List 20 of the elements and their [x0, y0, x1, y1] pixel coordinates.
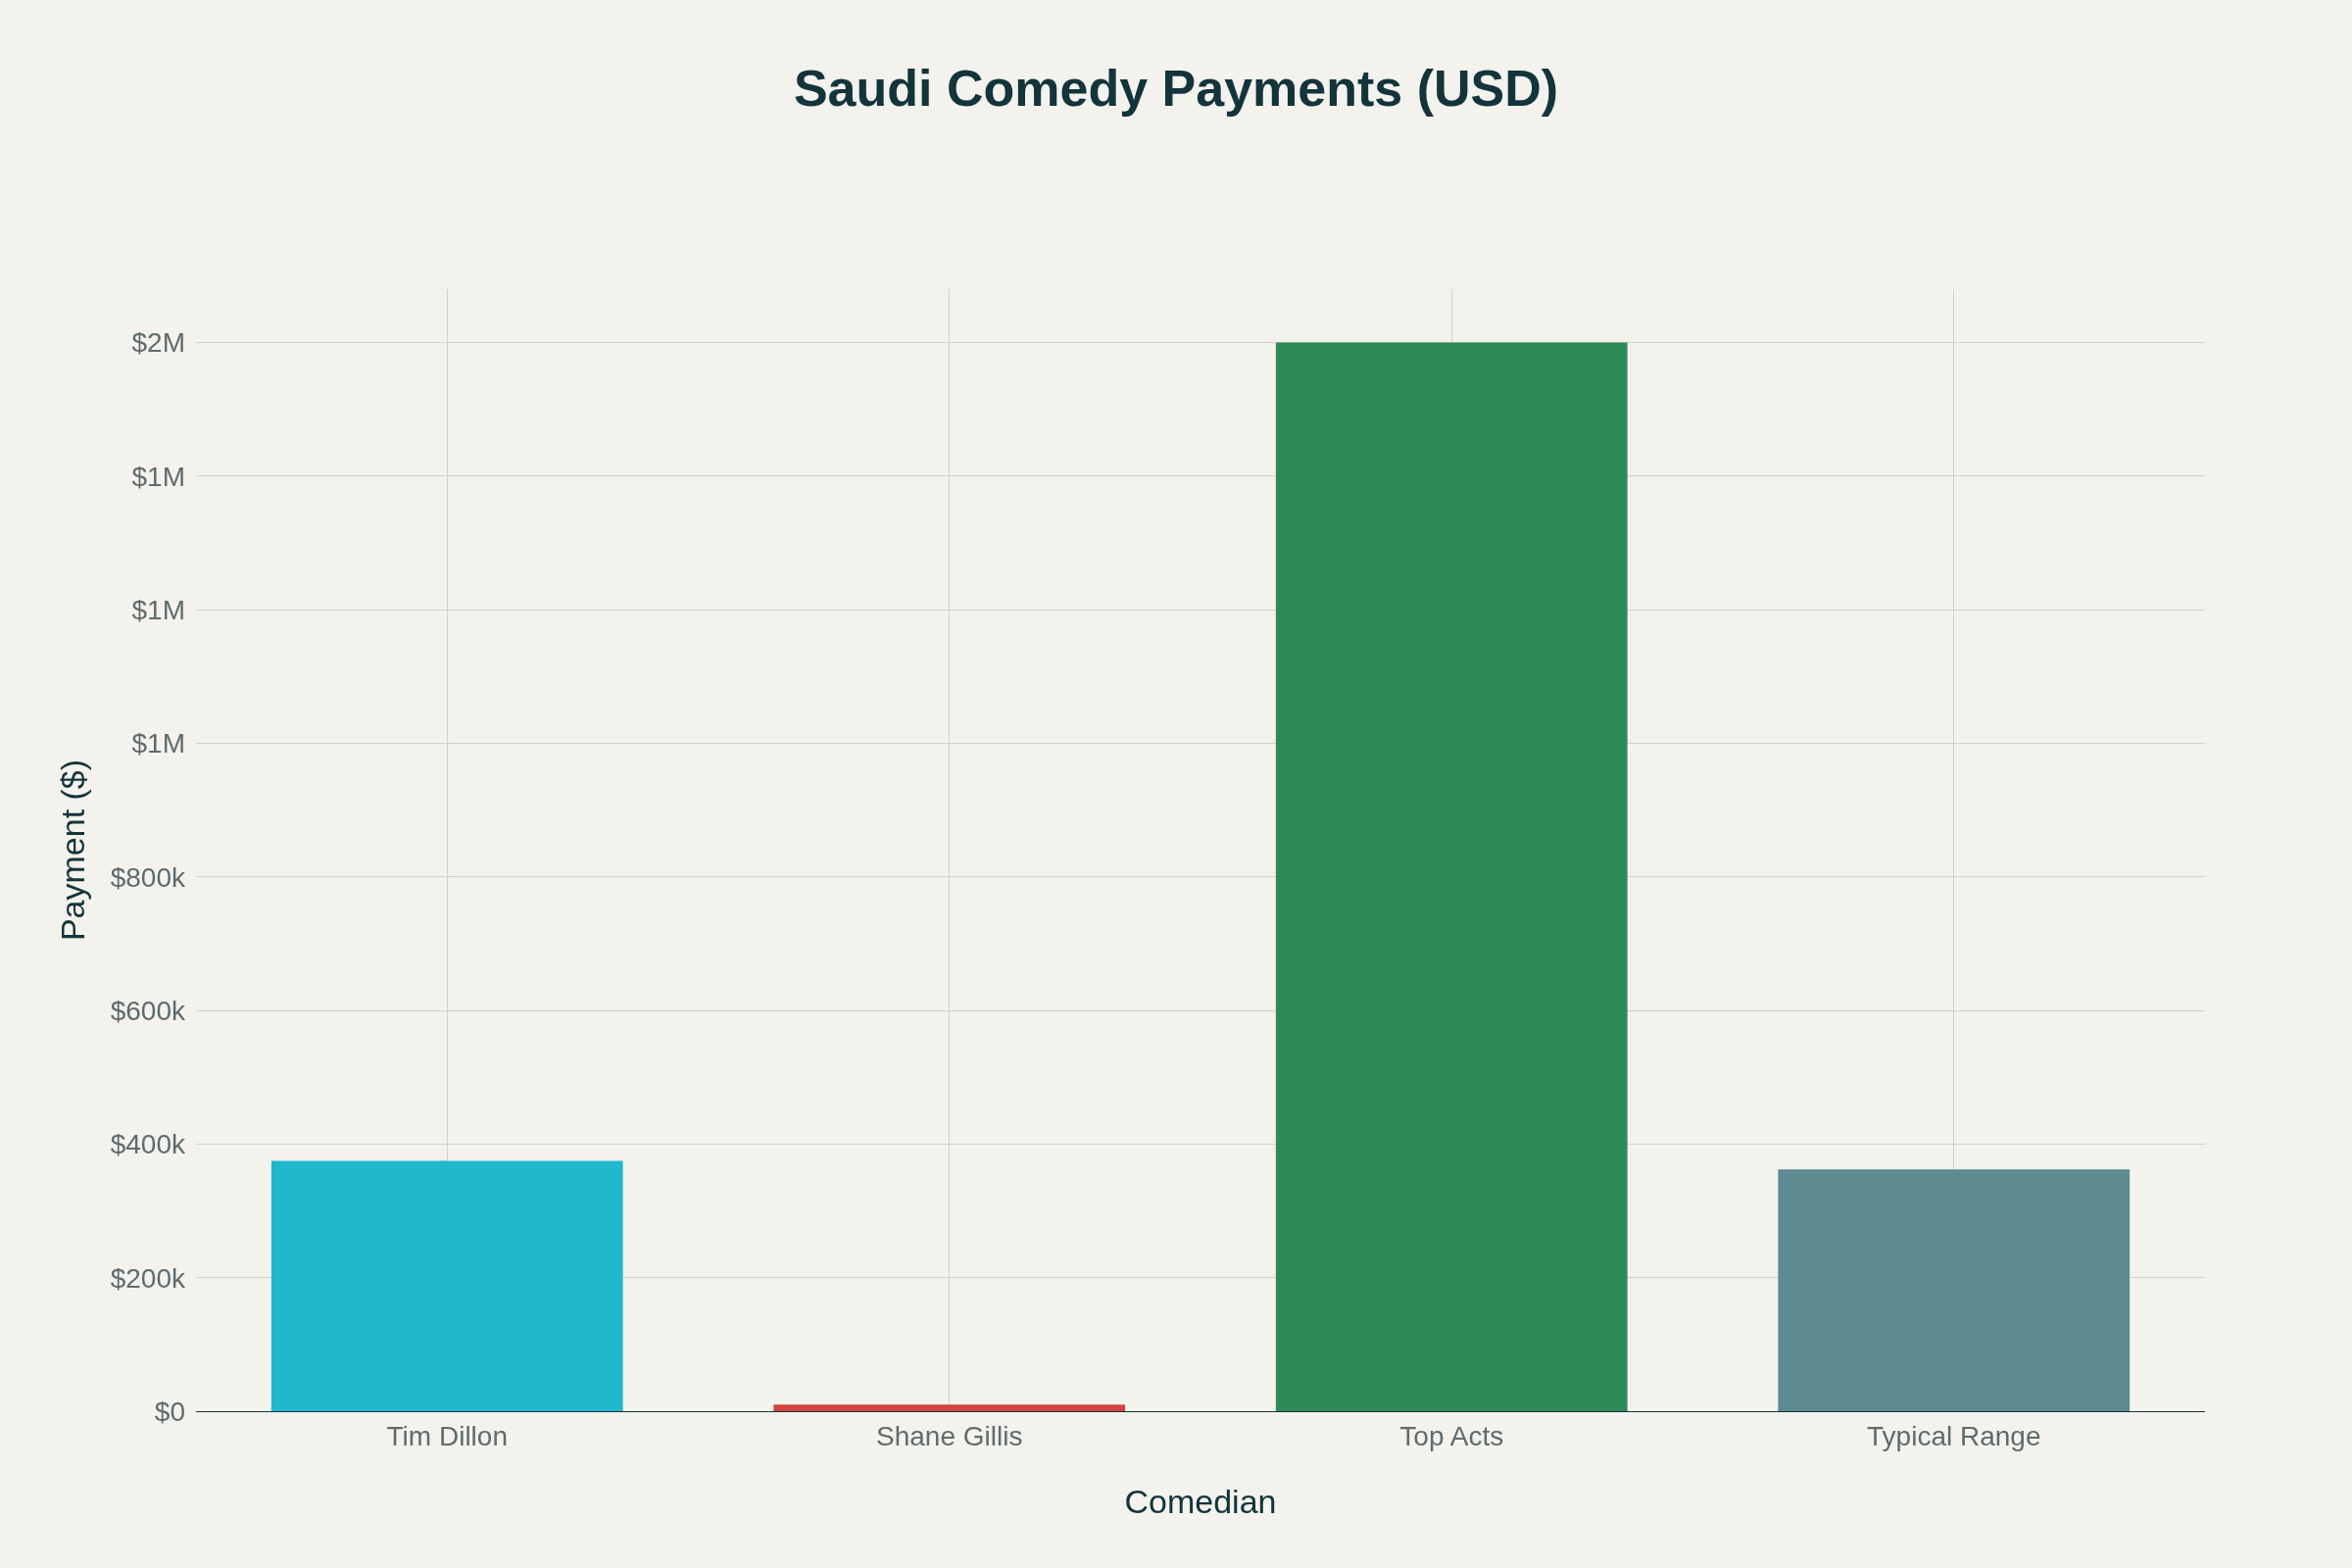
- y-tick-label: $1M: [131, 461, 185, 492]
- chart-title: Saudi Comedy Payments (USD): [793, 60, 1559, 118]
- y-tick-label: $600k: [110, 995, 186, 1026]
- x-axis-title: Comedian: [1124, 1482, 1277, 1520]
- y-tick-label: $1M: [131, 594, 185, 625]
- y-tick-label: $0: [154, 1396, 185, 1427]
- x-tick-label: Typical Range: [1867, 1420, 2041, 1451]
- x-tick-label: Tim Dillon: [386, 1420, 508, 1451]
- bar: [1275, 342, 1628, 1411]
- bar: [270, 1160, 623, 1411]
- bar: [1778, 1169, 2131, 1411]
- x-tick-label: Shane Gillis: [876, 1420, 1023, 1451]
- y-axis-title: Payment ($): [54, 759, 92, 942]
- y-tick-label: $200k: [110, 1262, 186, 1294]
- y-tick-label: $1M: [131, 728, 185, 760]
- y-tick-label: $2M: [131, 327, 185, 359]
- bar: [773, 1404, 1126, 1411]
- y-tick-label: $800k: [110, 861, 186, 893]
- x-tick-label: Top Acts: [1399, 1420, 1504, 1451]
- y-tick-label: $400k: [110, 1129, 186, 1160]
